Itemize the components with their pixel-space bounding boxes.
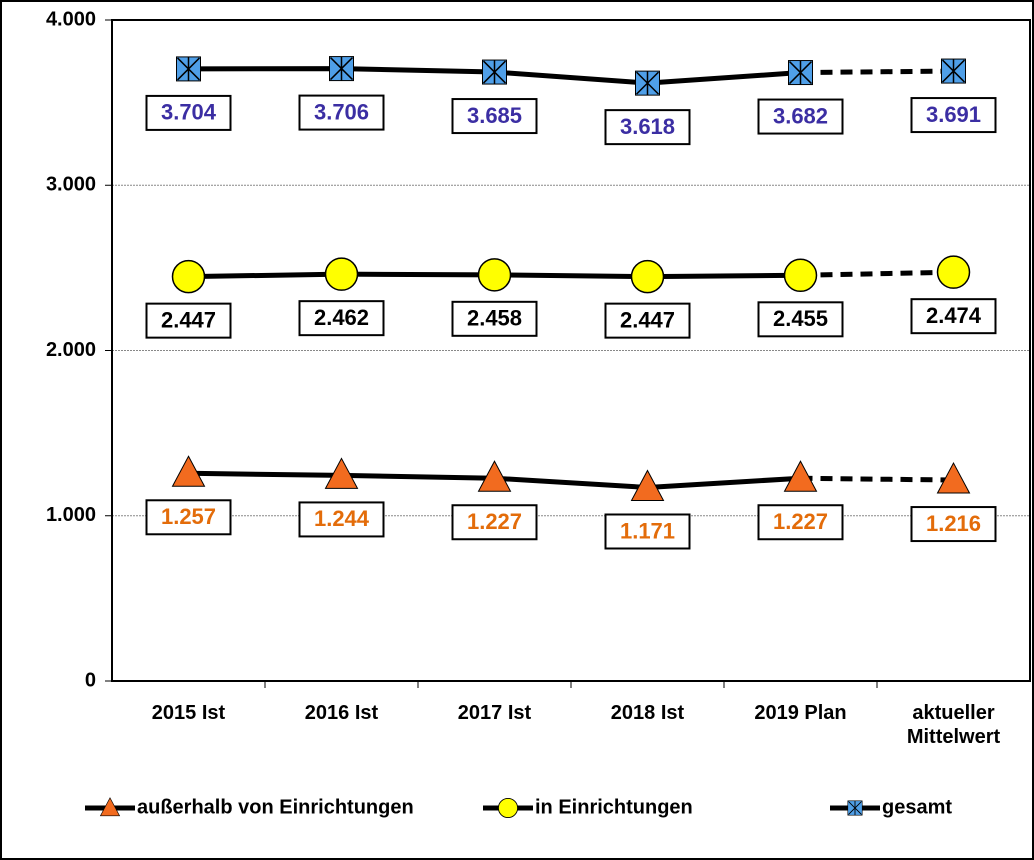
data-label-box <box>145 499 232 536</box>
data-label: 1.227 <box>467 509 522 534</box>
marker-x <box>329 56 354 81</box>
y-tick-label: 3.000 <box>46 174 96 196</box>
x-tick-label: 2017 Ist <box>457 702 532 724</box>
marker <box>477 460 512 492</box>
data-label-box <box>298 300 385 337</box>
marker <box>482 59 507 85</box>
data-label-box <box>604 109 691 146</box>
marker-x <box>941 59 966 84</box>
marker <box>783 460 818 492</box>
data-label: 3.682 <box>773 103 828 128</box>
data-label-box <box>298 94 385 131</box>
marker <box>936 461 971 494</box>
marker-x <box>635 71 660 96</box>
legend-label: außerhalb von Einrichtungen <box>137 796 414 818</box>
marker <box>936 255 971 289</box>
data-label: 2.447 <box>620 307 675 332</box>
data-label: 1.216 <box>926 511 981 536</box>
marker-circle <box>630 259 665 294</box>
marker-circle <box>171 259 206 294</box>
data-label: 2.458 <box>467 306 522 331</box>
marker <box>324 257 359 291</box>
x-tick-label: 2019 Plan <box>754 702 847 724</box>
marker <box>171 259 206 294</box>
data-label-box <box>757 301 844 338</box>
data-label: 3.618 <box>620 114 675 139</box>
data-label-box <box>451 300 538 337</box>
marker-triangle <box>630 469 665 501</box>
marker <box>99 797 121 817</box>
data-label-box <box>451 98 538 135</box>
data-label-box <box>910 298 997 335</box>
marker <box>630 469 665 501</box>
marker <box>635 70 660 96</box>
marker <box>176 56 201 82</box>
data-label-box <box>757 98 844 135</box>
marker-x <box>482 60 507 85</box>
marker <box>630 259 665 294</box>
marker-triangle <box>783 460 818 492</box>
marker-triangle <box>477 460 512 492</box>
legend-label: gesamt <box>882 796 952 818</box>
marker <box>941 58 966 84</box>
data-label: 2.462 <box>314 305 369 330</box>
data-label: 1.227 <box>773 509 828 534</box>
data-label: 2.474 <box>926 303 982 328</box>
data-label-box <box>145 302 232 339</box>
data-label: 1.244 <box>314 506 370 531</box>
y-tick-label: 1.000 <box>46 504 96 526</box>
marker <box>497 797 519 819</box>
x-tick-label: 2015 Ist <box>151 702 226 724</box>
data-label-box <box>910 506 997 543</box>
marker <box>324 457 359 489</box>
data-label-box <box>604 513 691 550</box>
x-tick-label: aktueller Mittelwert <box>906 702 1001 748</box>
series-line-dashed <box>800 68 954 76</box>
marker <box>171 455 206 487</box>
x-tick-label: 2018 Ist <box>610 702 685 724</box>
data-label: 3.691 <box>926 102 981 127</box>
data-label: 1.171 <box>620 518 675 543</box>
marker <box>788 60 813 86</box>
marker <box>329 56 354 82</box>
marker-triangle <box>324 457 359 489</box>
marker-x <box>788 60 813 85</box>
marker-x <box>848 800 862 816</box>
marker-x <box>176 56 201 81</box>
marker <box>783 258 818 293</box>
y-tick-label: 2.000 <box>46 339 96 361</box>
data-label: 1.257 <box>161 504 216 529</box>
y-tick-label: 4.000 <box>46 8 96 30</box>
series-line-dashed <box>800 269 954 278</box>
data-label-box <box>298 501 385 538</box>
y-tick-label: 0 <box>85 669 96 691</box>
data-label-box <box>451 504 538 541</box>
data-label-box <box>910 97 997 134</box>
series-line-dashed <box>800 475 954 483</box>
data-label-box <box>757 504 844 541</box>
legend-label: in Einrichtungen <box>535 796 693 818</box>
marker <box>477 258 512 292</box>
data-label: 2.455 <box>773 306 828 331</box>
data-label: 3.685 <box>467 103 522 128</box>
marker <box>847 800 863 816</box>
data-label: 3.704 <box>161 100 217 125</box>
marker-triangle <box>936 461 971 494</box>
data-label-box <box>145 94 232 131</box>
marker-circle <box>783 258 818 293</box>
data-label-box <box>604 302 691 339</box>
data-label: 2.447 <box>161 307 216 332</box>
marker-circle <box>324 257 359 291</box>
marker-circle <box>497 797 519 819</box>
marker-circle <box>936 255 971 289</box>
data-label: 3.706 <box>314 99 369 124</box>
marker-circle <box>477 258 512 292</box>
marker-triangle <box>99 797 121 817</box>
x-tick-label: 2016 Ist <box>304 702 379 724</box>
marker-triangle <box>171 455 206 487</box>
